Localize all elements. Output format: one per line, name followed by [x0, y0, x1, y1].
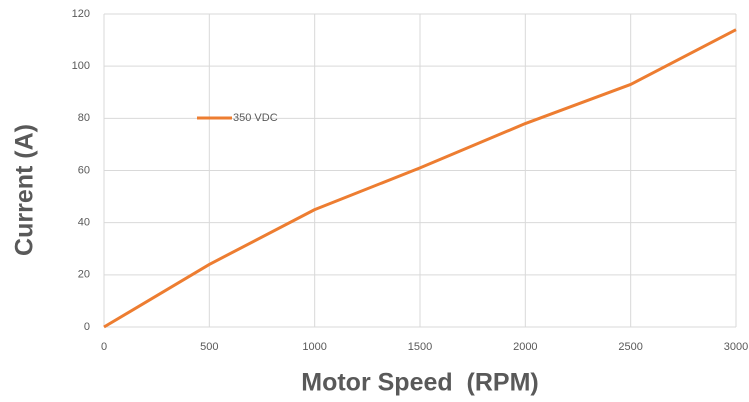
x-tick-label: 1000 [302, 341, 326, 353]
x-tick-label: 2000 [513, 341, 537, 353]
x-tick-label: 0 [101, 341, 107, 353]
x-tick-label: 1500 [408, 341, 432, 353]
y-tick-label: 80 [78, 112, 90, 124]
y-tick-label: 120 [72, 8, 90, 20]
series-line [103, 28, 737, 329]
y-tick-label: 0 [84, 321, 90, 333]
y-axis-title: Current (A) [11, 124, 39, 256]
x-tick-label: 3000 [724, 341, 748, 353]
x-axis-title: Motor Speed (RPM) [301, 369, 539, 397]
x-tick-label: 500 [200, 341, 218, 353]
y-tick-label: 60 [78, 164, 90, 176]
x-tick-label: 2500 [618, 341, 642, 353]
y-tick-label: 20 [78, 269, 90, 281]
legend-label: 350 VDC [233, 112, 278, 124]
y-tick-label: 100 [72, 60, 90, 72]
y-tick-label: 40 [78, 217, 90, 229]
